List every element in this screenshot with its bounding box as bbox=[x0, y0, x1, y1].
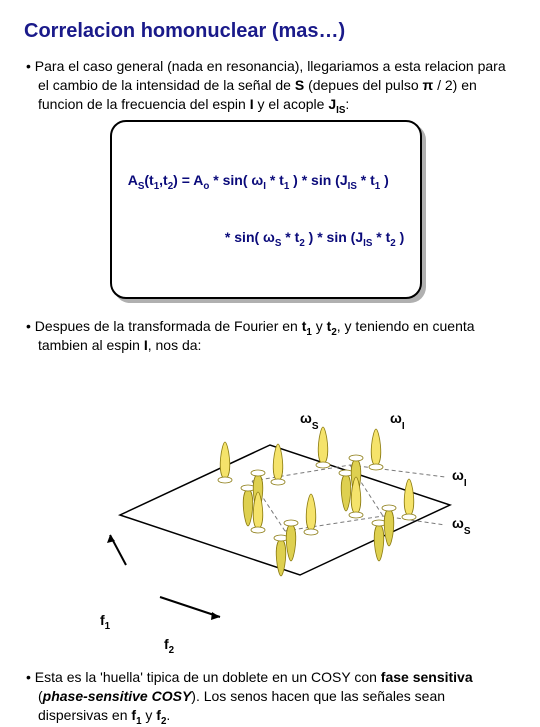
para2-b: y bbox=[312, 318, 327, 334]
svg-text:ωI: ωI bbox=[452, 467, 467, 489]
para1-b: (depues del pulso bbox=[304, 77, 422, 93]
eq-line1: AS(t1,t2) = Ao * sin( ωI * t1 ) * sin (J… bbox=[128, 171, 405, 190]
paragraph-3: Esta es la 'huella' tipica de un doblete… bbox=[24, 668, 516, 725]
para3-bold: fase sensitiva bbox=[381, 669, 473, 685]
eq-line2: * sin( ωS * t2 ) * sin (JIS * t2 ) bbox=[128, 228, 405, 247]
para1-d: y el acople bbox=[254, 96, 329, 112]
para3-d: y bbox=[142, 707, 157, 723]
svg-text:ωS: ωS bbox=[452, 515, 471, 537]
para3-italic: phase-sensitive COSY bbox=[43, 688, 192, 704]
equation-box: AS(t1,t2) = Ao * sin( ωI * t1 ) * sin (J… bbox=[24, 124, 516, 303]
para3-a: Esta es la 'huella' tipica de un doblete… bbox=[35, 669, 381, 685]
J-label: J bbox=[328, 96, 336, 112]
colon: : bbox=[345, 96, 349, 112]
pi-symbol: π bbox=[423, 77, 434, 93]
svg-text:ωS: ωS bbox=[300, 410, 319, 432]
J-sub: IS bbox=[336, 105, 345, 116]
para3-e: . bbox=[166, 707, 170, 723]
paragraph-2: Despues de la transformada de Fourier en… bbox=[24, 317, 516, 355]
para2-a: Despues de la transformada de Fourier en bbox=[35, 318, 302, 334]
para2-d: , nos da: bbox=[148, 337, 202, 353]
page-title: Correlacion homonuclear (mas…) bbox=[24, 18, 516, 45]
span-S: S bbox=[295, 77, 304, 93]
paragraph-1: Para el caso general (nada en resonancia… bbox=[24, 57, 516, 114]
svg-text:ωI: ωI bbox=[390, 410, 405, 432]
cosy-diagram: ωS ωI ωI ωS bbox=[24, 365, 516, 625]
axis-f2-label: f2 bbox=[164, 635, 516, 654]
